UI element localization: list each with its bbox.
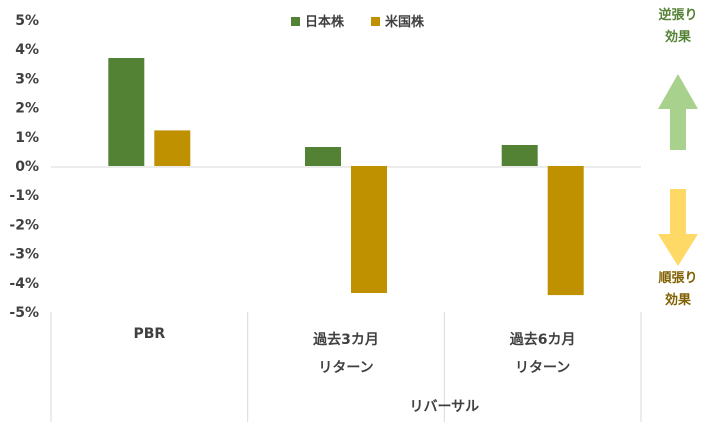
legend-label-series-0: 日本株 xyxy=(305,14,345,30)
y-tick-label: -2% xyxy=(9,217,39,233)
side-annotation-text: 順張り xyxy=(658,271,697,286)
y-tick-label: 1% xyxy=(15,130,39,146)
bar-1-1 xyxy=(351,166,387,293)
y-axis: 5% 4% 3% 2% 1% 0% -1% -2% -3% -4% -5% xyxy=(9,13,39,321)
up-arrow-icon xyxy=(658,74,698,150)
bar-1-0 xyxy=(154,130,191,166)
legend-label-series-1: 米国株 xyxy=(385,14,425,30)
x-tick-label: リターン xyxy=(515,360,570,376)
y-tick-label: 4% xyxy=(15,42,39,58)
y-tick-label: 2% xyxy=(15,101,39,117)
bar-0-1 xyxy=(305,147,341,166)
x-group-label: リバーサル xyxy=(409,399,479,415)
y-tick-label: 5% xyxy=(15,13,39,29)
down-arrow-icon xyxy=(658,189,698,266)
legend-swatch-series-1 xyxy=(371,17,380,26)
x-tick-label: 過去6カ月 xyxy=(509,331,576,348)
bar-0-0 xyxy=(108,58,145,166)
side-annotation-text: 効果 xyxy=(665,29,691,45)
y-tick-label: -1% xyxy=(9,188,39,204)
y-tick-label: 3% xyxy=(15,71,39,87)
y-tick-label: -5% xyxy=(9,305,39,321)
side-annotation-text: 効果 xyxy=(665,292,691,308)
y-tick-label: -3% xyxy=(9,247,39,263)
x-tick-label: PBR xyxy=(133,326,165,342)
bar-0-2 xyxy=(501,145,538,166)
bar-1-2 xyxy=(547,166,584,296)
y-tick-label: 0% xyxy=(15,159,39,175)
legend: 日本株 米国株 xyxy=(291,14,425,30)
side-annotation-text: 逆張り xyxy=(658,7,697,23)
y-tick-label: -4% xyxy=(9,276,39,292)
legend-swatch-series-0 xyxy=(291,17,300,26)
x-tick-label: 過去3カ月 xyxy=(312,331,379,348)
x-tick-label: リターン xyxy=(318,360,373,376)
bars xyxy=(108,58,584,296)
